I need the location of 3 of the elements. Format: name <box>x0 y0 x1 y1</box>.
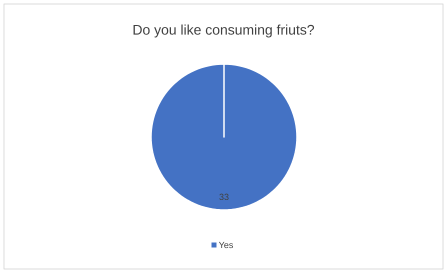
legend-label: Yes <box>218 242 234 248</box>
data-label: 33 <box>219 194 229 200</box>
chart-title: Do you like consuming friuts? <box>134 24 314 38</box>
